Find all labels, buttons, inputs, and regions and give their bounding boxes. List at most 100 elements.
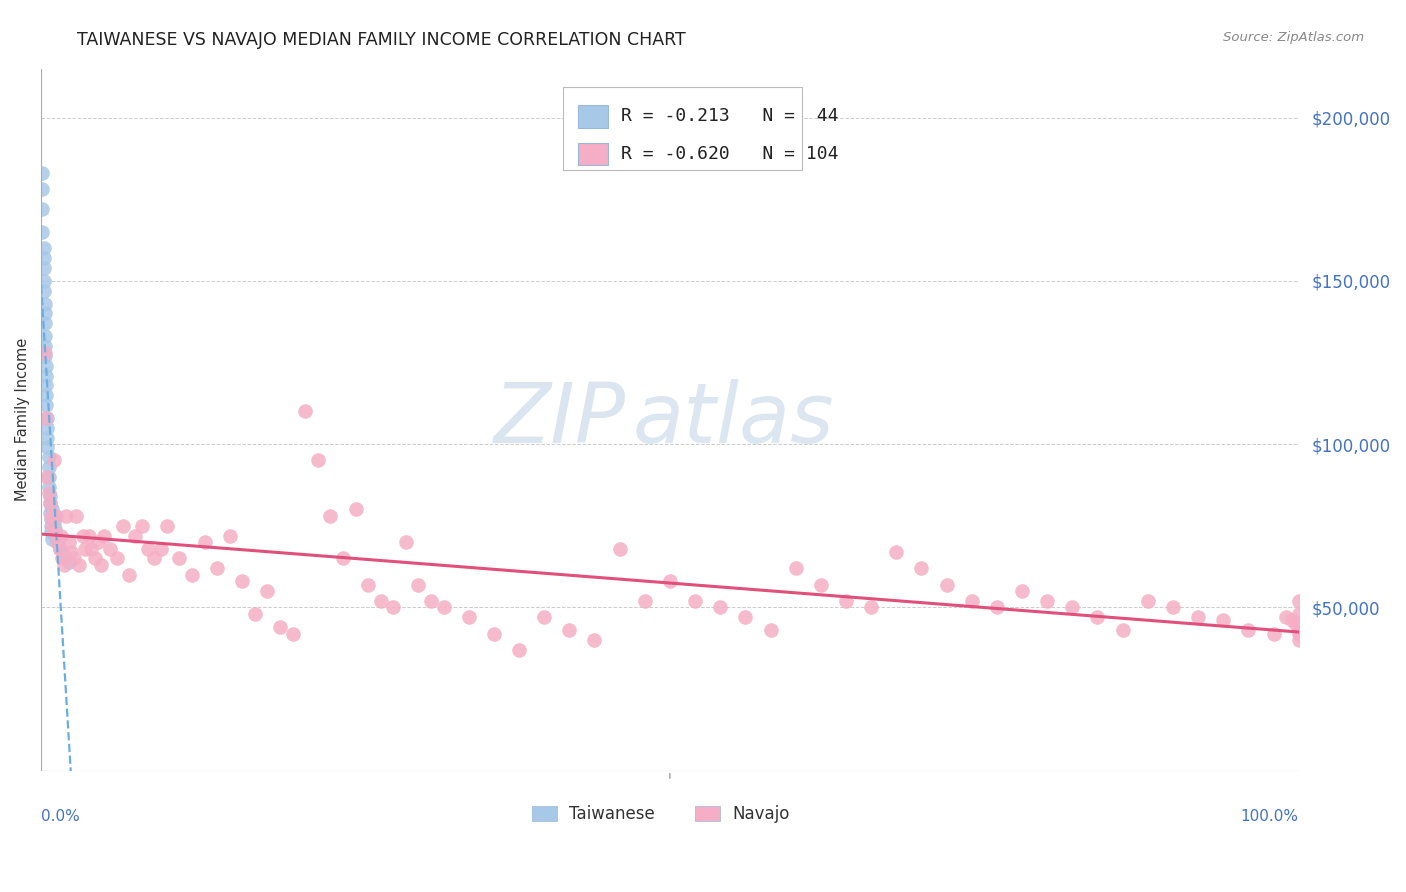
Bar — [578, 143, 609, 165]
Point — [634, 594, 657, 608]
Point — [709, 600, 731, 615]
Point — [58, 535, 80, 549]
Point — [860, 600, 883, 615]
Point — [118, 567, 141, 582]
Point — [37, 421, 59, 435]
Point — [31, 202, 53, 216]
Point — [1263, 626, 1285, 640]
Point — [52, 558, 75, 572]
Point — [1288, 633, 1310, 648]
Text: Taiwanese: Taiwanese — [569, 805, 655, 822]
Text: TAIWANESE VS NAVAJO MEDIAN FAMILY INCOME CORRELATION CHART: TAIWANESE VS NAVAJO MEDIAN FAMILY INCOME… — [77, 31, 686, 49]
Point — [31, 182, 53, 196]
Point — [75, 541, 97, 556]
Point — [1288, 594, 1310, 608]
Bar — [562, 87, 801, 170]
Point — [34, 345, 56, 359]
Point — [1288, 607, 1310, 621]
Point — [39, 506, 62, 520]
Point — [319, 508, 342, 523]
Point — [105, 551, 128, 566]
Point — [42, 516, 65, 530]
Point — [256, 584, 278, 599]
Text: ZIP: ZIP — [494, 379, 626, 460]
Point — [38, 486, 60, 500]
Point — [39, 489, 62, 503]
Point — [156, 518, 179, 533]
Point — [90, 558, 112, 572]
Point — [46, 535, 69, 549]
Text: Source: ZipAtlas.com: Source: ZipAtlas.com — [1223, 31, 1364, 45]
Point — [55, 508, 77, 523]
Point — [37, 441, 59, 455]
Point — [34, 339, 56, 353]
Point — [382, 600, 405, 615]
Point — [508, 643, 530, 657]
Point — [35, 368, 58, 383]
Point — [420, 594, 443, 608]
Point — [683, 594, 706, 608]
Point — [810, 577, 832, 591]
Point — [37, 411, 59, 425]
Bar — [531, 805, 557, 822]
Point — [307, 453, 329, 467]
Point — [1062, 600, 1084, 615]
Point — [34, 349, 56, 363]
Y-axis label: Median Family Income: Median Family Income — [15, 338, 30, 501]
Text: Navajo: Navajo — [733, 805, 790, 822]
Point — [281, 626, 304, 640]
Point — [124, 528, 146, 542]
Point — [243, 607, 266, 621]
Point — [80, 541, 103, 556]
Point — [38, 469, 60, 483]
Point — [357, 577, 380, 591]
Point — [231, 574, 253, 589]
Point — [935, 577, 957, 591]
Point — [1288, 616, 1310, 631]
Point — [785, 561, 807, 575]
Text: 0.0%: 0.0% — [41, 809, 80, 824]
Point — [111, 518, 134, 533]
Point — [38, 460, 60, 475]
Point — [35, 388, 58, 402]
Point — [1187, 610, 1209, 624]
Bar — [578, 105, 609, 128]
Point — [58, 555, 80, 569]
Point — [39, 525, 62, 540]
Point — [51, 528, 73, 542]
Point — [1036, 594, 1059, 608]
Point — [1288, 624, 1310, 638]
Point — [960, 594, 983, 608]
Point — [49, 541, 72, 556]
Point — [31, 166, 53, 180]
Point — [39, 512, 62, 526]
Point — [432, 600, 454, 615]
Point — [38, 479, 60, 493]
Point — [32, 241, 55, 255]
Point — [34, 296, 56, 310]
Point — [1161, 600, 1184, 615]
Point — [41, 502, 63, 516]
Point — [205, 561, 228, 575]
Point — [583, 633, 606, 648]
Point — [884, 545, 907, 559]
Point — [658, 574, 681, 589]
Point — [294, 404, 316, 418]
Point — [32, 274, 55, 288]
Point — [1087, 610, 1109, 624]
Point — [149, 541, 172, 556]
Point — [67, 558, 90, 572]
Point — [41, 532, 63, 546]
Point — [35, 378, 58, 392]
Point — [408, 577, 430, 591]
Point — [1288, 616, 1310, 631]
Point — [39, 508, 62, 523]
Point — [42, 453, 65, 467]
Point — [759, 624, 782, 638]
Text: 100.0%: 100.0% — [1240, 809, 1299, 824]
Point — [77, 528, 100, 542]
Point — [38, 450, 60, 465]
Point — [93, 528, 115, 542]
Point — [39, 496, 62, 510]
Point — [344, 502, 367, 516]
